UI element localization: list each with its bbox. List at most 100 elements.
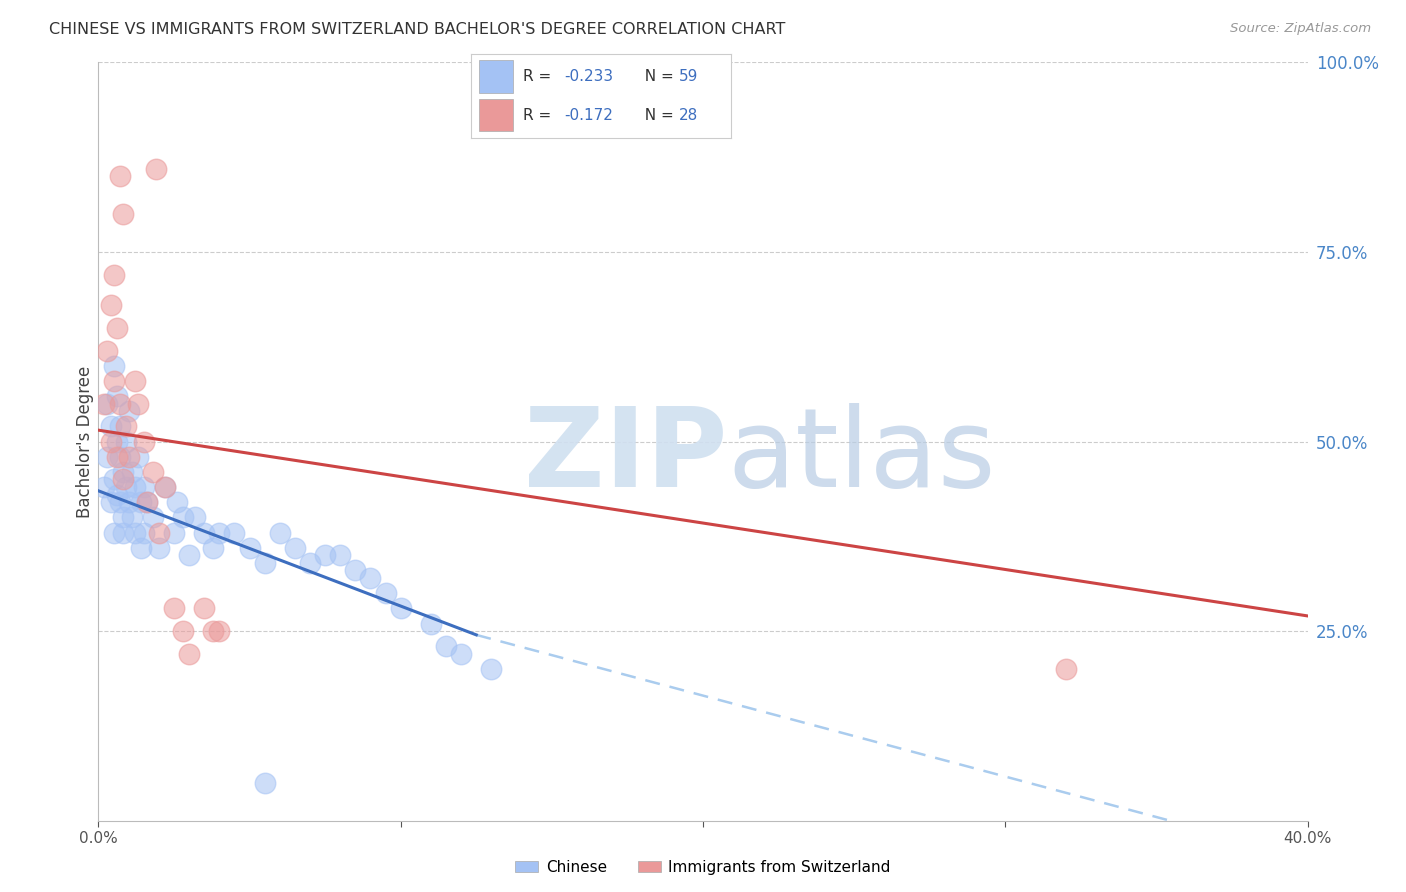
Point: [132, 434, 155, 449]
Point: [96, 450, 118, 464]
Point: [96, 343, 118, 358]
Point: [132, 525, 155, 540]
Point: [344, 564, 367, 578]
Point: [163, 525, 186, 540]
Point: [269, 525, 291, 540]
Point: [127, 396, 149, 410]
Point: [100, 298, 122, 312]
Point: [434, 639, 457, 653]
Point: [253, 776, 276, 790]
Point: [166, 495, 188, 509]
Point: [111, 473, 134, 487]
Point: [148, 541, 170, 555]
Point: [202, 541, 225, 555]
Point: [208, 624, 231, 639]
Point: [127, 450, 149, 464]
Point: [314, 548, 336, 563]
Bar: [479, 99, 513, 131]
Point: [114, 419, 136, 434]
Point: [481, 662, 503, 676]
Point: [420, 616, 443, 631]
Point: [114, 434, 136, 449]
Point: [193, 525, 215, 540]
Point: [105, 487, 128, 501]
Point: [114, 480, 136, 494]
Text: Source: ZipAtlas.com: Source: ZipAtlas.com: [1230, 22, 1371, 36]
Point: [103, 268, 125, 282]
Point: [179, 647, 201, 661]
Point: [163, 601, 186, 615]
Point: [124, 525, 146, 540]
Text: R =: R =: [523, 69, 557, 84]
Text: N =: N =: [636, 108, 679, 123]
Point: [239, 541, 262, 555]
Point: [111, 510, 134, 524]
Point: [121, 510, 143, 524]
Point: [153, 480, 176, 494]
Point: [129, 541, 152, 555]
Y-axis label: Bachelor's Degree: Bachelor's Degree: [76, 366, 94, 517]
Point: [148, 525, 170, 540]
Bar: [479, 61, 513, 93]
Point: [153, 480, 176, 494]
Point: [132, 480, 155, 494]
Point: [172, 510, 194, 524]
Point: [111, 525, 134, 540]
Point: [135, 495, 157, 509]
Point: [111, 207, 134, 221]
Point: [108, 450, 131, 464]
Point: [124, 480, 146, 494]
Point: [450, 647, 472, 661]
Point: [100, 434, 122, 449]
Point: [103, 473, 125, 487]
Text: N =: N =: [636, 69, 679, 84]
Point: [179, 548, 201, 563]
Text: -0.172: -0.172: [565, 108, 613, 123]
Point: [100, 419, 122, 434]
Text: R =: R =: [523, 108, 557, 123]
Point: [129, 495, 152, 509]
Point: [105, 389, 128, 403]
Point: [202, 624, 225, 639]
Point: [142, 465, 165, 479]
Point: [299, 556, 322, 570]
Point: [118, 450, 141, 464]
Point: [105, 434, 128, 449]
Point: [108, 396, 131, 410]
Point: [1054, 662, 1077, 676]
Text: atlas: atlas: [727, 403, 995, 510]
Point: [172, 624, 194, 639]
Point: [253, 556, 276, 570]
Point: [108, 495, 131, 509]
Text: 28: 28: [679, 108, 699, 123]
Point: [118, 404, 141, 418]
Point: [389, 601, 412, 615]
Point: [103, 359, 125, 373]
Point: [105, 320, 128, 334]
Text: -0.233: -0.233: [565, 69, 614, 84]
Point: [108, 169, 131, 184]
Point: [108, 419, 131, 434]
Point: [96, 396, 118, 410]
Point: [184, 510, 207, 524]
Point: [224, 525, 246, 540]
Point: [105, 450, 128, 464]
Text: CHINESE VS IMMIGRANTS FROM SWITZERLAND BACHELOR'S DEGREE CORRELATION CHART: CHINESE VS IMMIGRANTS FROM SWITZERLAND B…: [49, 22, 786, 37]
Point: [93, 480, 115, 494]
Point: [118, 495, 141, 509]
Point: [145, 161, 167, 176]
Point: [124, 374, 146, 388]
Point: [329, 548, 352, 563]
Point: [360, 571, 382, 585]
Point: [193, 601, 215, 615]
Point: [142, 510, 165, 524]
Point: [103, 525, 125, 540]
Point: [135, 495, 157, 509]
Text: 59: 59: [679, 69, 699, 84]
Point: [121, 465, 143, 479]
Point: [284, 541, 307, 555]
Point: [111, 465, 134, 479]
Point: [374, 586, 396, 600]
Point: [93, 396, 115, 410]
Point: [208, 525, 231, 540]
